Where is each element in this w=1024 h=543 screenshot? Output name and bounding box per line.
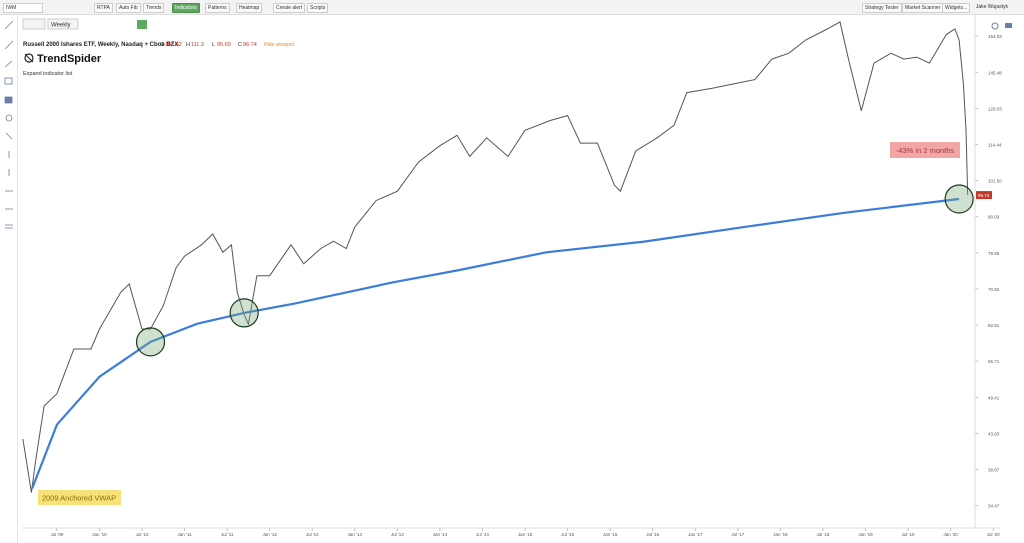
y-tick-label: 55.71 bbox=[988, 359, 1000, 364]
ohlc-value: 111.3 bbox=[191, 42, 204, 48]
y-tick-label: 70.82 bbox=[988, 287, 1000, 292]
x-tick-label: Jul '10 bbox=[136, 532, 149, 537]
interval-select[interactable] bbox=[47, 18, 79, 30]
ohlc-label: H bbox=[186, 42, 190, 48]
y-tick-label: 145.48 bbox=[988, 70, 1002, 75]
x-tick-label: Jan '19 bbox=[858, 532, 873, 537]
price-line bbox=[22, 21, 969, 493]
layout-button[interactable] bbox=[22, 18, 46, 30]
user-name[interactable]: Jake Wujastyk bbox=[975, 4, 1008, 10]
x-tick-label: Jan '14 bbox=[433, 532, 448, 537]
x-tick-label: Jan '15 bbox=[518, 532, 533, 537]
logo: TrendSpider bbox=[37, 53, 102, 65]
price-axis-bg bbox=[975, 15, 1024, 528]
ohlc-value: 96.74 bbox=[243, 42, 257, 48]
x-tick-label: Jul '14 bbox=[476, 532, 489, 537]
ohlc-label: O bbox=[160, 42, 165, 48]
toolbar-button[interactable]: Auto Fib bbox=[116, 3, 141, 13]
ohlc-label: C bbox=[238, 42, 242, 48]
annotation-box bbox=[890, 142, 960, 158]
ohlc-label: L bbox=[212, 42, 215, 48]
y-tick-label: 62.81 bbox=[988, 323, 1000, 328]
price-tag-label: 96.74 bbox=[978, 193, 990, 198]
price-tag bbox=[976, 191, 992, 200]
x-tick-label: Jul '20 bbox=[987, 532, 1000, 537]
annotation: 2009 Anchored VWAP bbox=[42, 494, 116, 503]
symbol-input[interactable]: IWM bbox=[3, 3, 43, 13]
y-tick-label: 90.03 bbox=[988, 215, 1000, 220]
y-tick-label: 79.85 bbox=[988, 251, 1000, 256]
x-tick-label: Jan '13 bbox=[348, 532, 363, 537]
y-tick-label: 34.47 bbox=[988, 504, 1000, 509]
x-tick-label: Jul '15 bbox=[561, 532, 574, 537]
highlight-circle bbox=[229, 298, 259, 328]
y-tick-label: 38.87 bbox=[988, 467, 1000, 472]
ohlc-value: 95.69 bbox=[217, 42, 231, 48]
y-tick-label: 49.41 bbox=[988, 395, 1000, 400]
x-tick-label: Jan '11 bbox=[178, 532, 193, 537]
highlight-circle bbox=[944, 184, 974, 214]
highlight-circle bbox=[135, 327, 166, 357]
top-toolbar: IWM RTPA Auto Fib Trends Indicators Patterns… bbox=[0, 0, 1024, 15]
hide-link[interactable]: Hide viewport bbox=[264, 42, 295, 48]
y-tick-label: 43.83 bbox=[988, 431, 1000, 436]
interval-label: Weekly bbox=[51, 23, 71, 29]
ohlc-value: 108.62 bbox=[165, 42, 182, 48]
y-tick-label: 114.44 bbox=[988, 143, 1002, 148]
expand-link[interactable]: Expand indicator list bbox=[23, 71, 73, 77]
toolbar-button[interactable]: Strategy Tester bbox=[862, 3, 902, 13]
x-tick-label: Jan '10 bbox=[92, 532, 107, 537]
drawing-tools bbox=[0, 15, 18, 543]
x-tick-label: Jul '16 bbox=[646, 532, 659, 537]
chart-title: Russell 2000 Ishares ETF, Weekly, Nasdaq… bbox=[23, 42, 178, 48]
x-tick-label: Jul '19 bbox=[902, 532, 915, 537]
x-tick-label: Jan '18 bbox=[773, 532, 788, 537]
header-icons bbox=[991, 22, 1012, 30]
tool-icons bbox=[4, 20, 14, 229]
x-tick-label: Jul '11 bbox=[221, 532, 234, 537]
y-tick-label: 101.50 bbox=[988, 179, 1002, 184]
plot: 96.74 -43% in 2 months 2009 Anchored VWAP bbox=[22, 21, 992, 505]
x-tick-label: Jul '18 bbox=[817, 532, 830, 537]
y-tick-label: 164.03 bbox=[988, 34, 1002, 39]
tool-button[interactable] bbox=[137, 20, 147, 29]
toolbar-button[interactable]: Indicators bbox=[172, 3, 200, 13]
toolbar-button[interactable]: Patterns bbox=[205, 3, 230, 13]
logo-mark bbox=[24, 53, 34, 63]
annotation-box bbox=[38, 490, 121, 505]
x-tick-label: Jul '17 bbox=[731, 532, 744, 537]
toolbar-button[interactable]: Widgets... bbox=[942, 3, 971, 13]
x-tick-label: Jan '20 bbox=[943, 532, 958, 537]
toolbar-button[interactable]: Trends bbox=[143, 3, 165, 13]
x-tick-label: Jul '09 bbox=[50, 532, 63, 537]
toolbar-button[interactable]: Create alert bbox=[273, 3, 306, 13]
x-tick-label: Jan '16 bbox=[603, 532, 618, 537]
annotation: -43% in 2 months bbox=[896, 146, 955, 155]
y-tick-label: 129.03 bbox=[988, 106, 1002, 111]
x-tick-label: Jul '12 bbox=[306, 532, 319, 537]
vwap-line bbox=[31, 197, 960, 489]
x-tick-label: Jul '13 bbox=[391, 532, 404, 537]
toolbar-button[interactable]: RTPA bbox=[94, 3, 113, 13]
x-tick-label: Jan '12 bbox=[263, 532, 278, 537]
toolbar-button[interactable]: Scripts bbox=[307, 3, 329, 13]
ohlc-readout: O 108.62 H 111.3 L 95.69 C 96.74 bbox=[160, 42, 257, 48]
axes: 164.03 145.48 129.03 114.44 101.50 90.03 79.85… bbox=[22, 15, 1002, 537]
x-tick-label: Jan '17 bbox=[688, 532, 703, 537]
toolbar-button[interactable]: Heatmap bbox=[236, 3, 263, 13]
